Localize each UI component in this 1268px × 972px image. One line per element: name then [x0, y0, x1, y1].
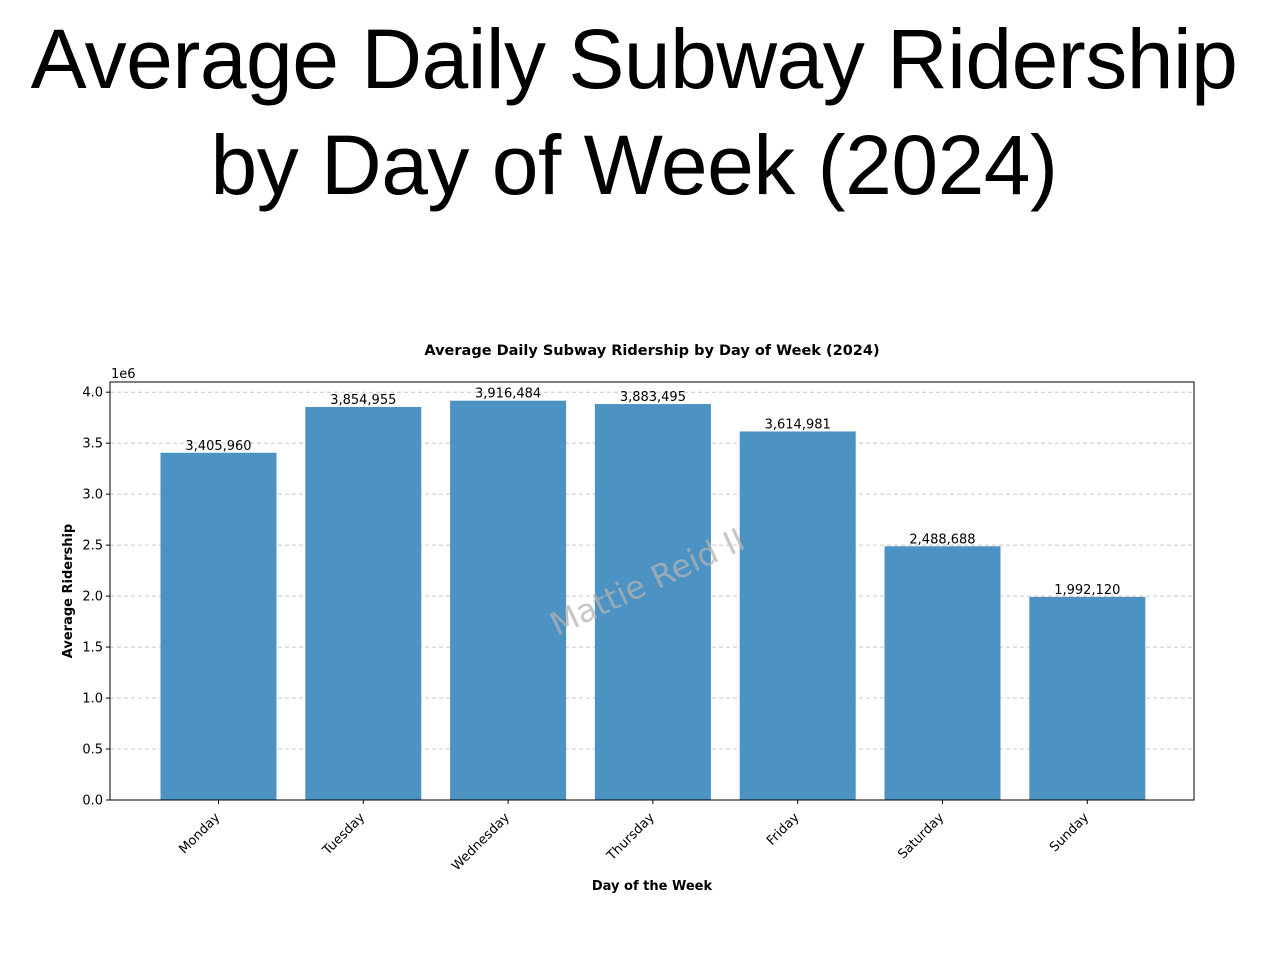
y-axis-ticks: 0.0 0.5 1.0 1.5 2.0 2.5 3.0 3.5 4.0 [82, 386, 110, 809]
bar-value-label: 3,883,495 [620, 390, 686, 405]
x-tick-label: Tuesday [319, 810, 368, 859]
y-tick-label: 2.5 [82, 539, 103, 554]
chart-title: Average Daily Subway Ridership by Day of… [424, 343, 879, 359]
x-tick-label: Monday [176, 810, 223, 857]
y-tick-label: 4.0 [82, 386, 103, 401]
y-tick-label: 0.0 [82, 794, 103, 809]
bar-value-label: 2,488,688 [909, 532, 975, 547]
y-tick-label: 2.0 [82, 590, 103, 605]
bar-monday [160, 452, 277, 800]
x-tick-label: Sunday [1047, 810, 1092, 855]
slide-title: Average Daily Subway Ridership by Day of… [30, 12, 1238, 212]
x-tick-label: Wednesday [449, 810, 513, 874]
bar-thursday [594, 404, 711, 800]
x-tick-label: Thursday [604, 810, 658, 864]
y-tick-label: 1.0 [82, 692, 103, 707]
y-axis-label: Average Ridership [61, 524, 76, 658]
bar-value-labels: 3,405,960 3,854,955 3,916,484 3,883,495 3,61… [185, 387, 1120, 598]
y-tick-label: 0.5 [82, 743, 103, 758]
bar-sunday [1029, 596, 1146, 800]
bar-value-label: 3,916,484 [475, 387, 541, 402]
bar-value-label: 3,405,960 [185, 439, 251, 454]
y-axis-multiplier: 1e6 [111, 367, 136, 382]
bar-friday [739, 431, 856, 800]
bar-wednesday [450, 400, 567, 800]
x-tick-label: Friday [764, 810, 803, 849]
bar-value-label: 3,854,955 [330, 393, 396, 408]
bar-value-label: 3,614,981 [765, 417, 831, 432]
bar-tuesday [305, 406, 422, 800]
x-axis-label: Day of the Week [592, 879, 713, 894]
bar-saturday [884, 546, 1001, 800]
plot-frame [109, 381, 1195, 801]
x-tick-label: Saturday [895, 810, 947, 862]
y-tick-label: 1.5 [82, 641, 103, 656]
y-tick-label: 3.0 [82, 488, 103, 503]
x-axis-ticks: Monday Tuesday Wednesday Thursday Friday Satu… [176, 800, 1092, 874]
bars [160, 400, 1146, 800]
y-tick-label: 3.5 [82, 437, 103, 452]
bar-value-label: 1,992,120 [1054, 583, 1120, 598]
